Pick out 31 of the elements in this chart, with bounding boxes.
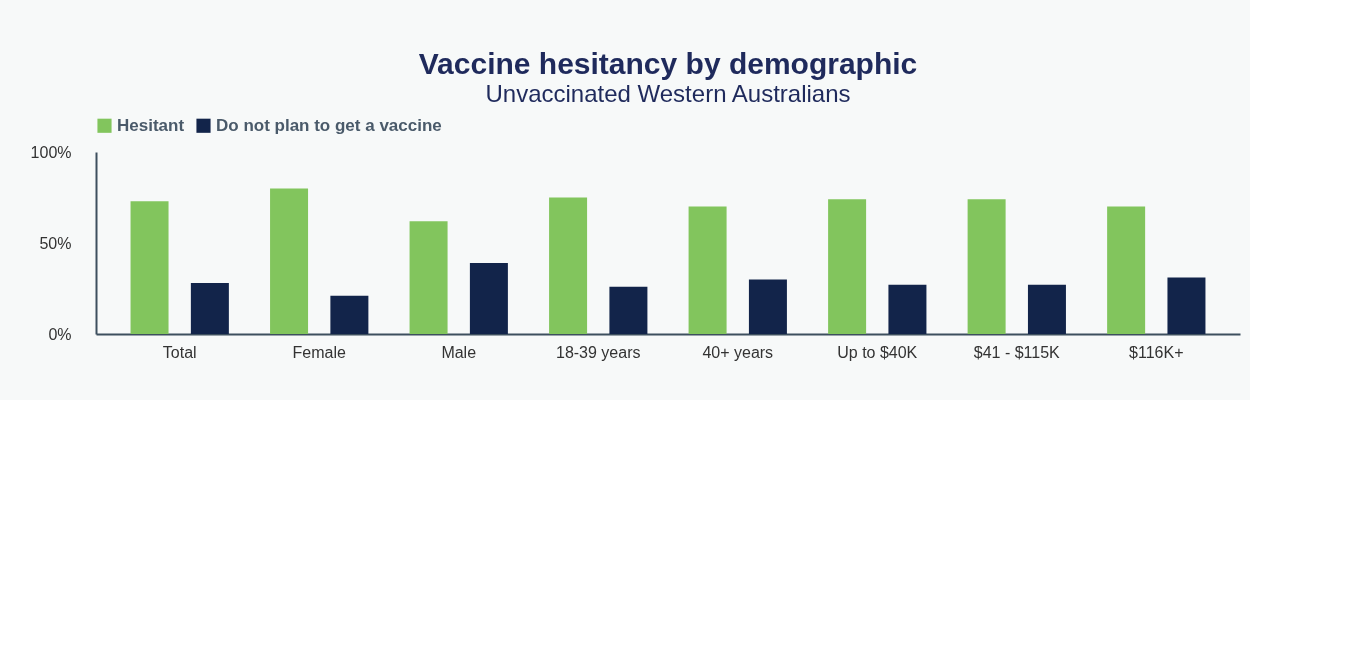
bar: [270, 188, 309, 334]
x-tick-label: $116K+: [1129, 343, 1184, 361]
y-tick-label: 0%: [48, 325, 72, 343]
y-tick-label: 50%: [39, 234, 72, 252]
bar: [469, 263, 508, 334]
bar: [609, 286, 648, 334]
bar: [748, 279, 787, 334]
bar: [1107, 206, 1146, 334]
bar: [688, 206, 727, 334]
legend-label: Hesitant: [117, 115, 185, 135]
x-tick-label: Male: [441, 343, 477, 361]
chart-title: Vaccine hesitancy by demographic: [418, 47, 918, 80]
bar: [130, 201, 169, 334]
chart-subtitle: Unvaccinated Western Australians: [485, 80, 851, 107]
x-tick-label: Female: [292, 343, 346, 361]
x-tick-label: 18-39 years: [555, 343, 641, 361]
bar: [888, 284, 927, 334]
legend-label: Do not plan to get a vaccine: [216, 115, 442, 135]
bar: [409, 221, 448, 334]
bar: [1167, 277, 1206, 334]
x-tick-label: Up to $40K: [837, 343, 918, 361]
bar: [190, 283, 229, 334]
bar: [549, 197, 588, 334]
bar: [330, 295, 369, 334]
x-tick-label: $41 - $115K: [973, 343, 1061, 361]
bar: [967, 199, 1006, 334]
y-tick-label: 100%: [30, 143, 72, 161]
x-tick-label: Total: [162, 343, 197, 361]
x-tick-label: 40+ years: [702, 343, 774, 361]
bar: [828, 199, 867, 334]
bar: [1027, 284, 1066, 334]
